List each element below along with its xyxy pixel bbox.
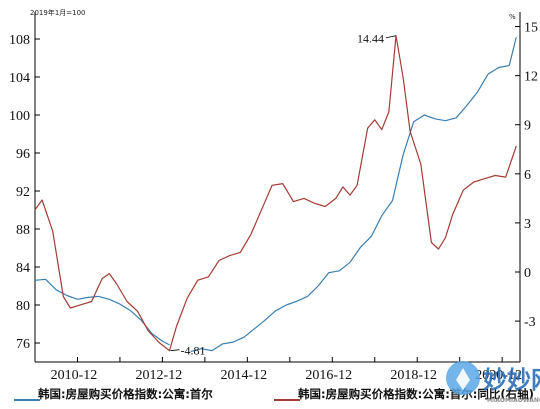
right-unit-label: % — [509, 13, 516, 21]
annotation-leader — [385, 35, 397, 39]
annotation-leader — [170, 349, 180, 352]
series-line-yoy — [34, 35, 517, 352]
x-tick-label: 2010-12 — [51, 368, 98, 383]
left-tick-label: 84 — [16, 261, 30, 276]
watermark-subtext: MIAOMIAOWANG — [487, 397, 540, 404]
left-axis: 2019年1月=100 76 80 84 88 92 96 100 104 108 — [9, 8, 86, 352]
left-tick-label: 100 — [9, 109, 30, 124]
x-tick-label: 2020-12 — [475, 368, 522, 383]
right-tick-label: 0 — [524, 266, 531, 281]
watermark-text: 妙妙网 — [483, 366, 540, 394]
x-axis: 2010-12 2012-12 2014-12 2016-12 2018-12 2020-… — [34, 357, 522, 383]
right-tick-label: 15 — [524, 21, 538, 36]
left-tick-label: 108 — [9, 33, 30, 48]
left-tick-label: 92 — [16, 185, 30, 200]
chart-frame — [34, 12, 521, 363]
legend: 韩国:房屋购买价格指数:公寓:首尔 韩国:房屋购买价格指数:公寓:首尔:同比(右轴… — [14, 387, 534, 401]
left-tick-label: 96 — [16, 147, 30, 162]
legend-label: 韩国:房屋购买价格指数:公寓:首尔:同比(右轴) — [298, 387, 534, 401]
series-line-index — [34, 36, 517, 353]
watermark: 妙妙网 MIAOMIAOWANG — [446, 361, 540, 404]
left-tick-label: 76 — [16, 337, 30, 352]
right-tick-label: 9 — [524, 119, 531, 134]
annotation-label: -4.81 — [180, 344, 205, 358]
left-unit-label: 2019年1月=100 — [30, 8, 86, 17]
left-tick-label: 80 — [16, 299, 30, 314]
annotation-label: 14.44 — [357, 32, 384, 46]
x-tick-label: 2018-12 — [390, 368, 437, 383]
right-tick-label: 6 — [524, 168, 531, 183]
right-tick-label: 12 — [524, 70, 538, 85]
left-tick-label: 88 — [16, 223, 30, 238]
legend-label: 韩国:房屋购买价格指数:公寓:首尔 — [38, 387, 213, 401]
right-tick-label: -3 — [524, 315, 536, 330]
x-tick-label: 2016-12 — [305, 368, 352, 383]
left-tick-label: 104 — [9, 71, 30, 86]
right-tick-label: 3 — [524, 217, 531, 232]
series-layer — [34, 35, 517, 353]
right-axis: % -3 0 3 6 9 12 15 — [509, 13, 538, 330]
x-tick-label: 2014-12 — [220, 368, 267, 383]
annotation-layer: 14.44 -4.81 — [170, 32, 397, 358]
x-tick-label: 2012-12 — [136, 368, 183, 383]
watermark-logo-mark — [456, 368, 470, 390]
